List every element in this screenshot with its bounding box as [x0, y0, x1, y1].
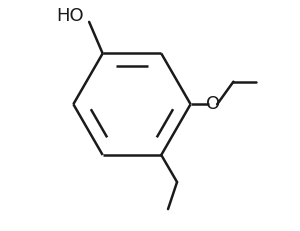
Text: HO: HO: [56, 7, 83, 25]
Text: O: O: [206, 95, 220, 113]
